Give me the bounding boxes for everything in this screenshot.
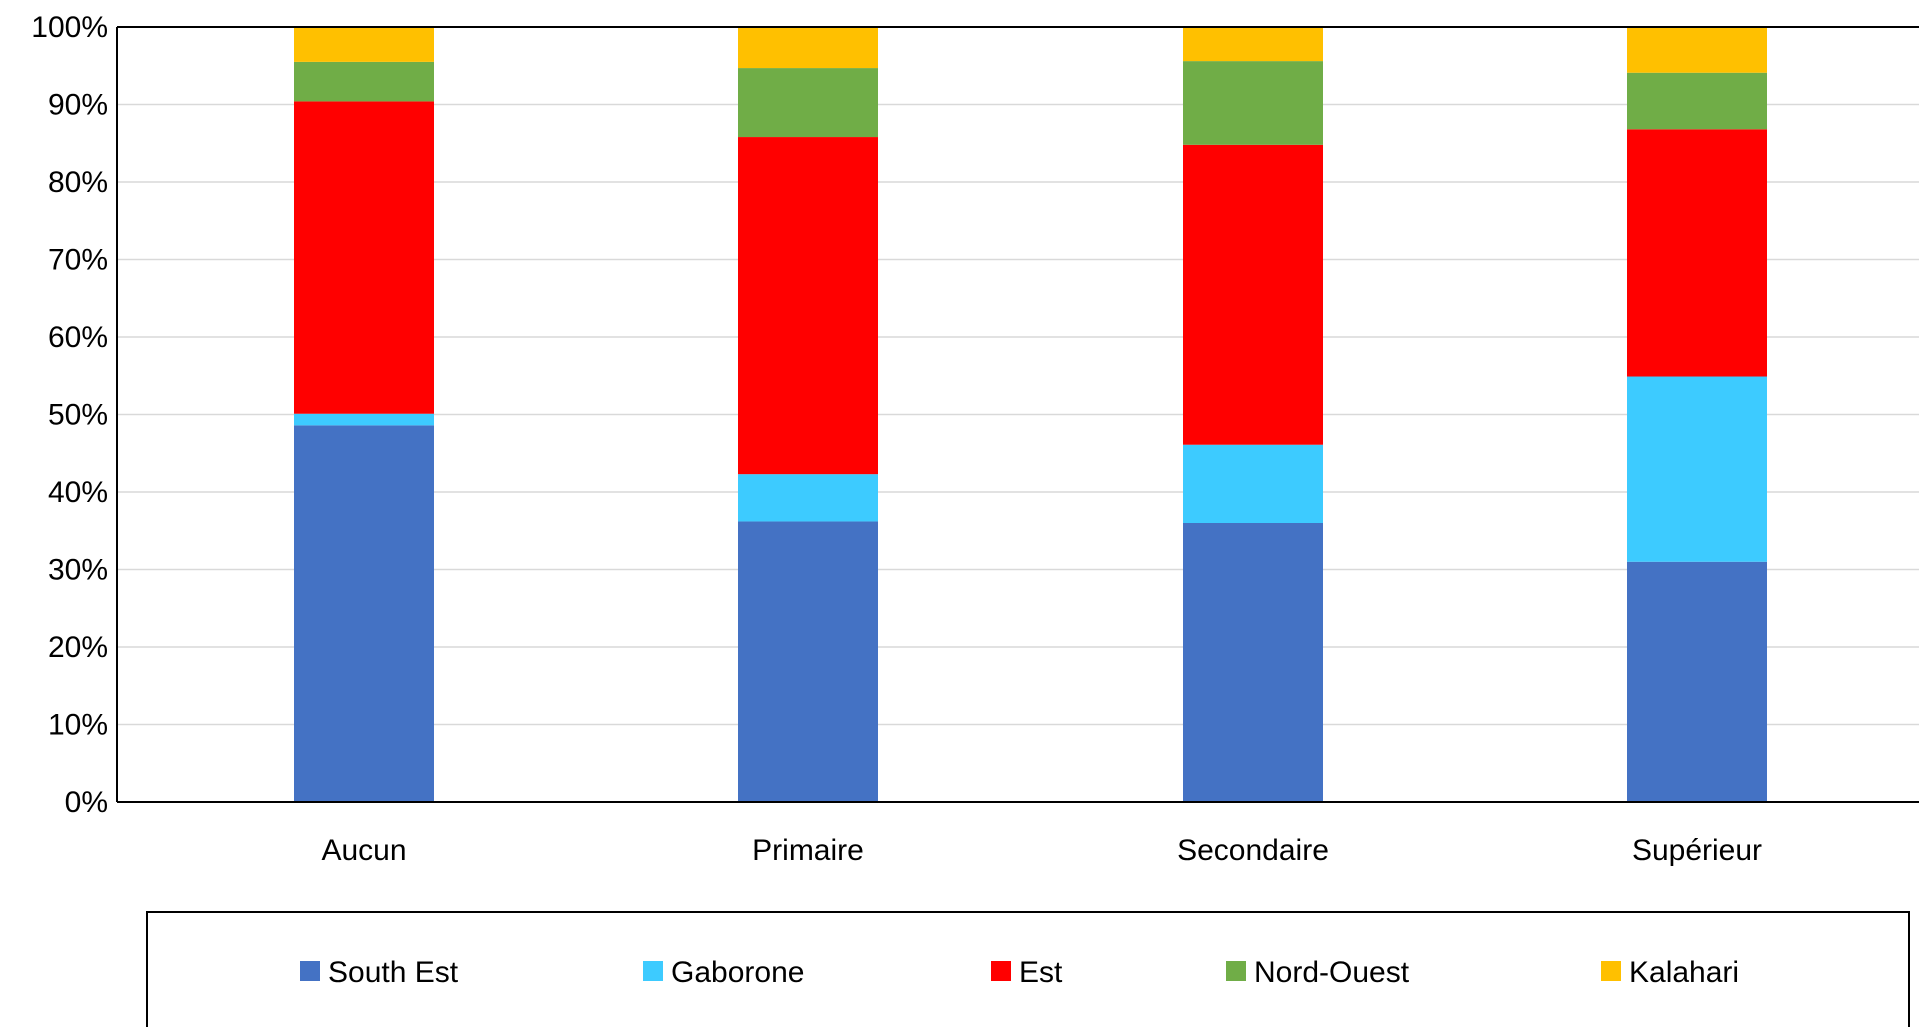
y-tick-label: 10% <box>48 709 108 742</box>
x-tick-label: Supérieur <box>1632 834 1762 867</box>
legend-label-kalahari: Kalahari <box>1629 956 1739 989</box>
bar-segment-gaborone-superieur <box>1627 376 1767 562</box>
y-axis-ticks: 0% 10% 20% 30% 40% 50% 60% 70% 80% 90% 100% <box>31 11 108 819</box>
y-tick-label: 50% <box>48 399 108 432</box>
legend-box <box>146 911 1910 1032</box>
legend-swatch-south-est <box>300 961 320 981</box>
bar-segment-south-est-primaire <box>738 521 878 802</box>
bar-segment-est-superieur <box>1627 129 1767 377</box>
x-tick-label: Secondaire <box>1177 834 1329 867</box>
bar-segment-est-aucun <box>294 101 434 414</box>
x-tick-label: Aucun <box>321 834 406 867</box>
bar-segment-gaborone-secondaire <box>1183 444 1323 523</box>
bars <box>294 27 1767 802</box>
legend-swatch-gaborone <box>643 961 663 981</box>
bar-segment-kalahari-superieur <box>1627 27 1767 73</box>
x-tick-label: Primaire <box>752 834 864 867</box>
bar-segment-kalahari-aucun <box>294 27 434 62</box>
bar-segment-gaborone-aucun <box>294 413 434 426</box>
y-tick-label: 40% <box>48 476 108 509</box>
y-tick-label: 100% <box>31 11 108 44</box>
bar-segment-nord-ouest-aucun <box>294 61 434 102</box>
x-axis-ticks: Aucun Primaire Secondaire Supérieur <box>321 834 1762 867</box>
bar-segment-kalahari-primaire <box>738 27 878 69</box>
legend-swatch-nord-ouest <box>1226 961 1246 981</box>
legend-label-gaborone: Gaborone <box>671 956 804 989</box>
y-tick-label: 60% <box>48 321 108 354</box>
bar-segment-nord-ouest-secondaire <box>1183 61 1323 145</box>
bar-segment-kalahari-secondaire <box>1183 27 1323 62</box>
bar-segment-gaborone-primaire <box>738 474 878 522</box>
axes <box>116 26 1919 803</box>
legend-swatch-kalahari <box>1601 961 1621 981</box>
y-tick-label: 70% <box>48 244 108 277</box>
bar-segment-nord-ouest-superieur <box>1627 72 1767 130</box>
y-tick-label: 0% <box>65 786 108 819</box>
bar-segment-est-primaire <box>738 137 878 475</box>
bar-segment-south-est-secondaire <box>1183 523 1323 802</box>
legend: South Est Gaborone Est Nord-Ouest Kalahari <box>146 911 1910 1032</box>
y-tick-label: 90% <box>48 89 108 122</box>
bar-segment-nord-ouest-primaire <box>738 68 878 138</box>
legend-label-est: Est <box>1019 956 1063 989</box>
y-tick-label: 30% <box>48 554 108 587</box>
legend-label-south-est: South Est <box>328 956 459 989</box>
legend-swatch-est <box>991 961 1011 981</box>
bar-segment-south-est-superieur <box>1627 561 1767 802</box>
y-tick-label: 80% <box>48 166 108 199</box>
bar-segment-est-secondaire <box>1183 144 1323 445</box>
legend-label-nord-ouest: Nord-Ouest <box>1254 956 1410 989</box>
y-tick-label: 20% <box>48 631 108 664</box>
bar-segment-south-est-aucun <box>294 425 434 802</box>
